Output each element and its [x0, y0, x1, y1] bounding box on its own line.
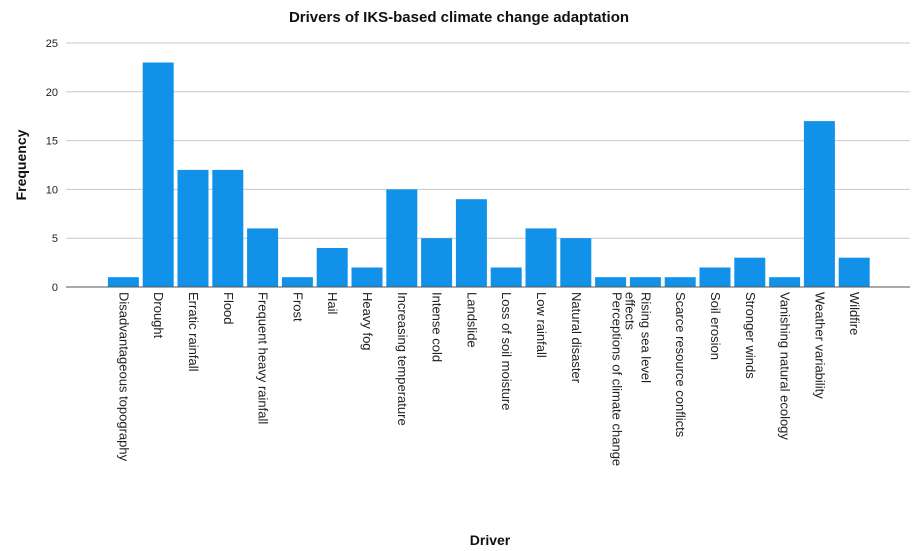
x-tick-text: Low rainfall	[534, 292, 549, 358]
x-tick-text: Erratic rainfall	[186, 292, 201, 372]
bar	[212, 169, 244, 287]
x-tick-text: Intense cold	[430, 292, 445, 362]
x-tick-label: Rising sea level	[638, 292, 653, 383]
x-tick-label: Hail	[325, 292, 340, 315]
bar	[316, 248, 348, 287]
x-tick-text: Frequent heavy rainfall	[256, 292, 271, 424]
x-tick-label: Disadvantageous topography	[116, 292, 131, 462]
x-tick-text: Stronger winds	[743, 292, 758, 379]
x-tick-label: Intense cold	[430, 292, 445, 362]
bars	[107, 62, 870, 287]
bar	[177, 169, 209, 287]
x-tick-label: Landslide	[464, 292, 479, 348]
x-tick-text: Increasing temperature	[395, 292, 410, 426]
y-tick-label: 5	[52, 233, 58, 245]
x-tick-text: Wildfire	[847, 292, 862, 335]
x-tick-text: Landslide	[464, 292, 479, 348]
x-tick-label: Low rainfall	[534, 292, 549, 358]
x-tick-text: Vanishing natural ecology	[778, 292, 793, 440]
bar	[107, 277, 139, 287]
y-axis-label: Frequency	[13, 129, 29, 200]
bar	[629, 277, 661, 287]
bar	[525, 228, 557, 287]
x-tick-label: Vanishing natural ecology	[778, 292, 793, 440]
bar	[281, 277, 313, 287]
x-tick-label: Scarce resource conflicts	[673, 292, 688, 438]
x-tick-label: Frost	[290, 292, 305, 322]
x-tick-text: Hail	[325, 292, 340, 315]
x-axis-ticks: Disadvantageous topography Drought Erratic…	[116, 292, 862, 466]
x-tick-text: Frost	[290, 292, 305, 322]
y-axis-ticks: 0 5 10 15 20 25	[46, 38, 58, 294]
x-tick-label: Wildfire	[847, 292, 862, 335]
x-tick-text: Natural disaster	[569, 292, 584, 384]
bar	[803, 121, 835, 287]
bar	[142, 62, 174, 287]
x-tick-text: Soil erosion	[708, 292, 723, 360]
x-tick-label: Soil erosion	[708, 292, 723, 360]
x-tick-text: Perceptions of climate changeeffects	[610, 292, 638, 466]
y-tick-label: 15	[46, 136, 58, 148]
x-tick-text: Disadvantageous topography	[116, 292, 131, 462]
x-tick-text: Loss of soil moisture	[499, 292, 514, 411]
x-tick-text: Weather variability	[812, 292, 827, 399]
x-tick-label: Perceptions of climate changeeffects	[610, 292, 638, 466]
bar	[455, 199, 487, 287]
y-tick-label: 25	[46, 38, 58, 50]
x-tick-text: Flood	[221, 292, 236, 325]
x-tick-label: Loss of soil moisture	[499, 292, 514, 411]
bar	[560, 238, 592, 287]
x-tick-text: Drought	[151, 292, 166, 339]
bar	[838, 257, 870, 287]
bar	[490, 267, 522, 287]
bar	[734, 257, 766, 287]
bar	[421, 238, 453, 287]
x-tick-label: Stronger winds	[743, 292, 758, 379]
bar	[247, 228, 279, 287]
x-tick-label: Drought	[151, 292, 166, 339]
x-tick-label: Heavy fog	[360, 292, 375, 351]
y-tick-label: 20	[46, 87, 58, 99]
x-tick-text: Heavy fog	[360, 292, 375, 351]
bar	[386, 189, 418, 287]
y-tick-label: 10	[46, 184, 58, 196]
x-axis-label: Driver	[470, 532, 511, 548]
x-tick-text: Rising sea level	[638, 292, 653, 383]
bar	[664, 277, 696, 287]
x-tick-label: Increasing temperature	[395, 292, 410, 426]
x-tick-label: Erratic rainfall	[186, 292, 201, 372]
x-tick-label: Weather variability	[812, 292, 827, 399]
bar	[769, 277, 801, 287]
bar	[595, 277, 627, 287]
x-tick-label: Flood	[221, 292, 236, 325]
bar	[351, 267, 383, 287]
x-tick-label: Frequent heavy rainfall	[256, 292, 271, 424]
y-tick-label: 0	[52, 282, 58, 294]
bar	[699, 267, 731, 287]
x-tick-text: Scarce resource conflicts	[673, 292, 688, 438]
chart-title: Drivers of IKS-based climate change adap…	[289, 9, 629, 26]
x-tick-label: Natural disaster	[569, 292, 584, 384]
